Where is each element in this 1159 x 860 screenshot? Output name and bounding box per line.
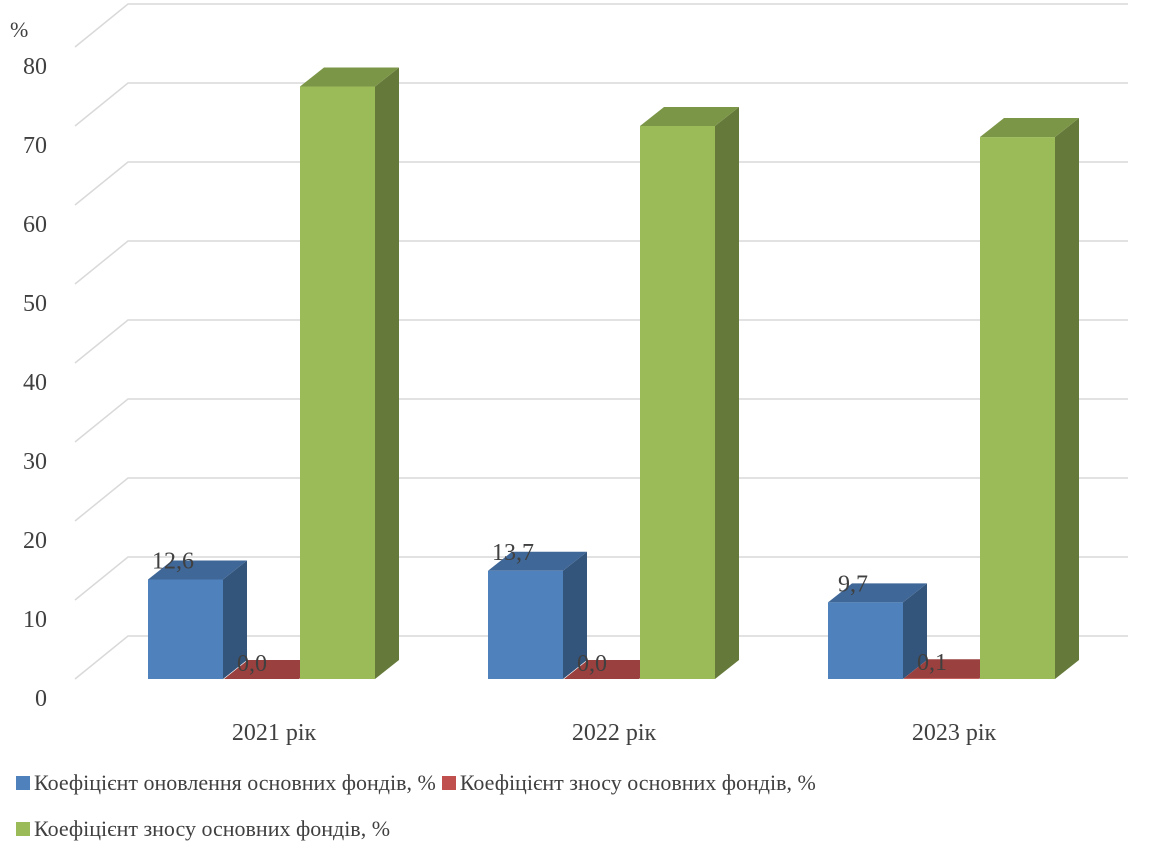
y-tick-label: 10 bbox=[23, 607, 47, 633]
legend-label-wear-green: Коефіцієнт зносу основних фондів, % bbox=[34, 816, 391, 841]
bar bbox=[640, 107, 739, 679]
gridlines bbox=[74, 3, 1128, 680]
bar-top bbox=[300, 67, 399, 87]
bars bbox=[148, 67, 1079, 679]
legend-swatch-red bbox=[441, 776, 456, 790]
y-tick-label: 80 bbox=[23, 54, 47, 80]
data-label: 0,0 bbox=[577, 651, 607, 677]
y-axis-unit-label: % bbox=[10, 17, 28, 42]
x-tick-label: 2021 рік bbox=[232, 720, 317, 746]
bar-front bbox=[828, 602, 903, 679]
bar-top bbox=[564, 660, 663, 679]
legend-swatch-blue bbox=[16, 776, 30, 790]
data-label: 12,6 bbox=[152, 548, 194, 574]
bar bbox=[148, 560, 247, 679]
bar-side bbox=[223, 560, 247, 679]
bar-side bbox=[1055, 118, 1079, 679]
bar-top bbox=[904, 659, 1003, 679]
bar-top bbox=[148, 560, 247, 580]
legend: Коефіцієнт оновлення основних фондів, % … bbox=[16, 768, 1136, 860]
legend-row-2: Коефіцієнт зносу основних фондів, % bbox=[16, 814, 1136, 844]
gridline bbox=[74, 3, 1128, 48]
x-axis-ticks: 2021 рік 2022 рік 2023 рік bbox=[232, 720, 997, 746]
bar-front bbox=[980, 137, 1055, 679]
gridline bbox=[74, 240, 1128, 285]
legend-swatch-green bbox=[16, 822, 30, 836]
bar bbox=[564, 660, 663, 679]
data-label: 13,7 bbox=[492, 540, 534, 566]
bar-top bbox=[640, 107, 739, 126]
y-tick-label: 30 bbox=[23, 449, 47, 475]
x-tick-label: 2022 рік bbox=[572, 720, 657, 746]
gridline bbox=[74, 477, 1128, 522]
data-label: 9,7 bbox=[838, 571, 868, 597]
y-tick-label: 50 bbox=[23, 291, 47, 317]
y-tick-label: 40 bbox=[23, 370, 47, 396]
gridline bbox=[74, 82, 1128, 127]
y-tick-label: 60 bbox=[23, 212, 47, 238]
bar-top bbox=[224, 660, 323, 679]
legend-item-renewal: Коефіцієнт оновлення основних фондів, % bbox=[16, 769, 436, 797]
bar-top bbox=[980, 118, 1079, 138]
bar bbox=[300, 67, 399, 679]
y-tick-label: 20 bbox=[23, 528, 47, 554]
bar bbox=[828, 583, 927, 679]
legend-label-renewal: Коефіцієнт оновлення основних фондів, % bbox=[34, 770, 436, 795]
bar-front bbox=[488, 570, 563, 679]
bar bbox=[980, 118, 1079, 679]
bar bbox=[224, 660, 323, 679]
legend-item-wear-green: Коефіцієнт зносу основних фондів, % bbox=[16, 815, 390, 843]
gridline bbox=[74, 161, 1128, 206]
legend-item-wear-red: Коефіцієнт зносу основних фондів, % bbox=[441, 769, 816, 797]
gridline bbox=[74, 398, 1128, 443]
bar-front bbox=[300, 86, 375, 679]
legend-row-1: Коефіцієнт оновлення основних фондів, % … bbox=[16, 768, 1136, 798]
bar-side bbox=[715, 107, 739, 679]
bar-top bbox=[828, 583, 927, 603]
data-labels: 12,6 0,0 13,7 0,0 9,7 0,1 bbox=[152, 540, 947, 677]
gridline bbox=[74, 319, 1128, 364]
bar-side bbox=[563, 551, 587, 679]
bar-front bbox=[640, 126, 715, 679]
x-tick-label: 2023 рік bbox=[912, 720, 997, 746]
gridline bbox=[74, 556, 1128, 601]
data-label: 0,1 bbox=[917, 650, 947, 676]
legend-label-wear-red: Коефіцієнт зносу основних фондів, % bbox=[459, 770, 816, 795]
bar-side bbox=[903, 583, 927, 679]
gridline bbox=[74, 635, 1128, 680]
bar-front bbox=[904, 678, 979, 679]
y-tick-label: 70 bbox=[23, 133, 47, 159]
data-label: 0,0 bbox=[237, 651, 267, 677]
y-tick-label: 0 bbox=[35, 686, 47, 712]
y-axis-ticks: 0 10 20 30 40 50 60 70 80 bbox=[23, 54, 47, 712]
bar-top bbox=[488, 551, 587, 571]
bar-front bbox=[148, 579, 223, 679]
bar-side bbox=[375, 67, 399, 679]
bar bbox=[488, 551, 587, 679]
